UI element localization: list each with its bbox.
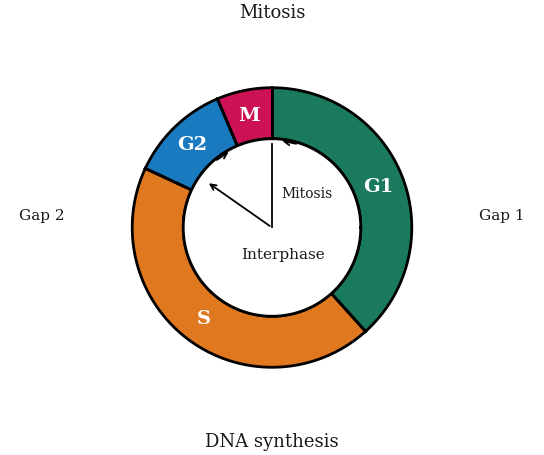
Text: G1: G1 [363,177,394,196]
Text: Interphase: Interphase [242,248,325,263]
Polygon shape [132,168,366,367]
Text: S: S [197,310,211,329]
Polygon shape [145,99,237,190]
Polygon shape [272,88,412,331]
Polygon shape [218,88,272,146]
Polygon shape [183,139,361,316]
Text: Mitosis: Mitosis [282,187,333,201]
Text: Gap 1: Gap 1 [479,209,524,223]
Text: DNA synthesis: DNA synthesis [205,433,339,451]
Text: Gap 2: Gap 2 [20,209,65,223]
Text: M: M [238,106,260,125]
Text: G2: G2 [177,136,208,154]
Text: Mitosis: Mitosis [239,4,305,22]
